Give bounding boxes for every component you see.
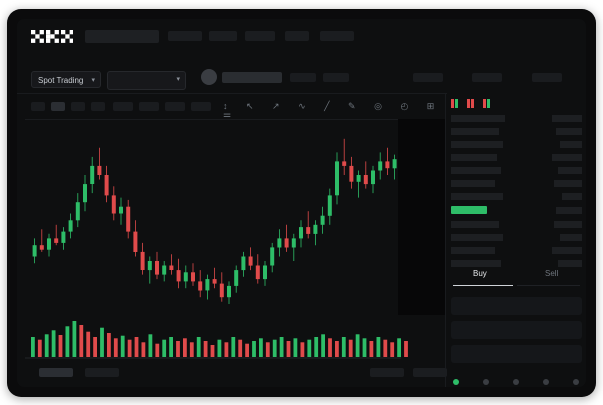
stat-last-price	[290, 73, 316, 82]
tab-sell[interactable]: Sell	[545, 269, 559, 278]
chart-tools-icons[interactable]: ↕ ↖ ↗ ∿ ╱ ✎ ◎ ◴ ⊞ ☰	[223, 101, 443, 122]
coin-avatar	[201, 69, 217, 85]
timeframe-4[interactable]	[91, 102, 105, 111]
volume-chart	[25, 315, 445, 365]
last-price-size	[556, 207, 582, 214]
bid-row-price-1	[451, 221, 499, 228]
sidebar-item-nav-2[interactable]	[209, 31, 237, 41]
amount-slider[interactable]	[447, 379, 586, 387]
bottom-tab-bar	[25, 364, 447, 382]
chevron-down-icon: ▾	[91, 77, 95, 84]
timeframe-1[interactable]	[31, 102, 45, 111]
slider-dot-2[interactable]	[483, 379, 489, 385]
order-form-tabs: Buy Sell	[447, 269, 586, 289]
slider-dot-3[interactable]	[513, 379, 519, 385]
timeframe-2[interactable]	[51, 102, 65, 111]
tab-buy-underline	[453, 285, 513, 286]
search-input[interactable]	[85, 30, 159, 43]
tab-extra-2[interactable]	[413, 368, 447, 377]
timeframe-5[interactable]	[113, 102, 133, 111]
bid-row-size-2	[560, 234, 582, 241]
stat-change	[323, 73, 349, 82]
ask-row-size-4	[552, 154, 582, 161]
chart-toolbar: ↕ ↖ ↗ ∿ ╱ ✎ ◎ ◴ ⊞ ☰	[25, 99, 445, 122]
ask-row-size-3	[560, 141, 582, 148]
bid-row-price-2	[451, 234, 503, 241]
okx-logo-icon[interactable]	[31, 30, 73, 43]
tab-open-orders[interactable]	[39, 368, 73, 377]
amount-field[interactable]	[451, 321, 582, 339]
bid-row-price-3	[451, 247, 495, 254]
market-info-bar: Spot Trading ▾ ▾	[17, 61, 586, 93]
stat-24h-volume	[532, 73, 562, 82]
timeframe-3[interactable]	[71, 102, 85, 111]
ask-row-price-5	[451, 167, 501, 174]
tab-extra-1[interactable]	[370, 368, 404, 377]
ask-row-size-6	[554, 180, 582, 187]
slider-dot-1[interactable]	[453, 379, 459, 385]
ask-row-price-6	[451, 180, 495, 187]
chart-overlay-panel	[398, 119, 445, 315]
stat-24h-high	[413, 73, 443, 82]
ask-row-size-1	[552, 115, 582, 122]
total-field[interactable]	[451, 345, 582, 363]
timeframe-6[interactable]	[139, 102, 159, 111]
ask-row-price-1	[451, 115, 505, 122]
tab-order-history[interactable]	[85, 368, 119, 377]
bid-row-size-1	[554, 221, 582, 228]
stat-24h-low	[472, 73, 502, 82]
sidebar-item-nav-4[interactable]	[285, 31, 309, 41]
ask-row-size-7	[562, 193, 582, 200]
top-navigation-bar	[17, 19, 586, 51]
ask-row-price-4	[451, 154, 497, 161]
slider-dot-4[interactable]	[543, 379, 549, 385]
ask-row-price-2	[451, 128, 499, 135]
trading-mode-selector[interactable]: Spot Trading ▾	[31, 71, 101, 88]
ask-row-price-7	[451, 193, 503, 200]
pair-selector[interactable]: ▾	[107, 71, 186, 90]
order-book-view-icons[interactable]	[449, 97, 509, 111]
pair-name-label	[222, 72, 282, 83]
bid-row-price-4	[451, 260, 501, 267]
ask-row-size-2	[556, 128, 582, 135]
panel-divider	[445, 93, 446, 387]
ask-row-size-5	[558, 167, 582, 174]
last-price-highlight	[451, 206, 487, 214]
ask-row-price-3	[451, 141, 503, 148]
candlestick-chart[interactable]	[25, 119, 445, 316]
price-field[interactable]	[451, 297, 582, 315]
bid-row-size-3	[552, 247, 582, 254]
timeframe-8[interactable]	[191, 102, 211, 111]
order-book-panel: Buy Sell	[447, 93, 586, 387]
chevron-down-icon: ▾	[176, 76, 180, 83]
header-divider	[17, 93, 586, 94]
sidebar-item-nav-1[interactable]	[168, 31, 202, 41]
bid-row-size-4	[558, 260, 582, 267]
app-viewport: Spot Trading ▾ ▾	[17, 19, 586, 387]
trading-mode-label: Spot Trading	[38, 76, 84, 85]
timeframe-7[interactable]	[165, 102, 185, 111]
slider-dot-5[interactable]	[573, 379, 579, 385]
tablet-frame: Spot Trading ▾ ▾	[7, 9, 596, 397]
sidebar-item-nav-3[interactable]	[245, 31, 275, 41]
tab-sell-underline	[517, 285, 580, 286]
tab-buy[interactable]: Buy	[473, 269, 487, 278]
sidebar-item-nav-5[interactable]	[320, 31, 354, 41]
